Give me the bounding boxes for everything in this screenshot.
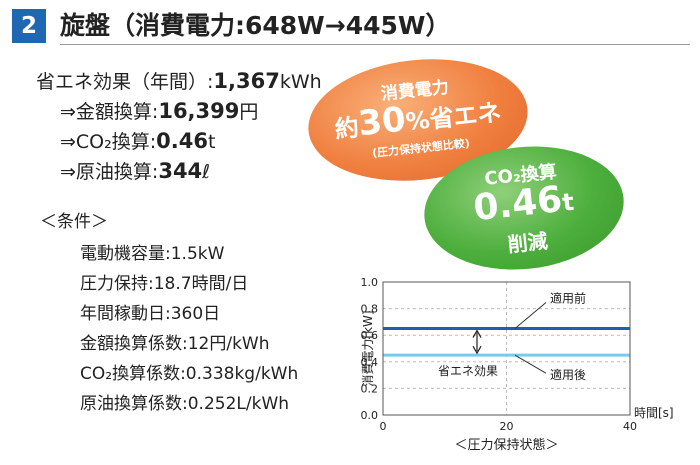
series-label-after: 適用後 <box>550 367 586 382</box>
conditions-heading: ＜条件＞ <box>40 212 108 232</box>
y-tick-label: 0.4 <box>361 356 379 369</box>
leader-line <box>514 354 547 374</box>
effect-item-label: ⇒原油換算: <box>60 161 159 183</box>
chart-grid <box>383 281 630 415</box>
y-tick-label: 1.0 <box>361 276 379 289</box>
effect-unit: kWh <box>279 71 322 93</box>
y-tick-label: 0.2 <box>361 382 379 395</box>
condition-item: 年間稼動日:360日 <box>80 304 221 324</box>
effect-item-unit: 円 <box>239 101 259 123</box>
x-tick-label: 20 <box>500 420 514 433</box>
series-label-before: 適用前 <box>550 291 586 306</box>
leader-line <box>514 302 547 329</box>
effect-item-unit: ℓ <box>202 161 211 183</box>
difference-arrow-head <box>472 345 482 355</box>
co2-badge-unit: t <box>560 187 576 217</box>
effect-label: 省エネ効果（年間）: <box>36 71 214 93</box>
chart-axes <box>382 281 631 416</box>
energy-badge-value: 30 <box>356 99 408 145</box>
power-consumption-chart: 0.0 0.2 0.4 0.6 0.8 1.0 0 20 40 適用前適用後 省エネ効果 消費電力[k… <box>350 270 695 465</box>
chart-series <box>383 327 630 357</box>
condition-item: 原油換算係数:0.252L/kWh <box>80 394 290 414</box>
section-number-badge: 2 <box>12 9 46 43</box>
energy-badge-prefix: 約 <box>333 113 361 144</box>
effect-item-cost: ⇒金額換算:16,399円 <box>60 98 258 125</box>
energy-badge-suffix: 省エネ <box>428 98 503 134</box>
x-axis-title: 時間[s] <box>634 406 674 420</box>
effect-item-unit: t <box>208 131 216 153</box>
section-header: 2 旋盤（消費電力:648W→445W） <box>8 6 692 46</box>
condition-item: CO₂換算係数:0.338kg/kWh <box>80 364 299 384</box>
y-tick-label: 0.6 <box>361 329 379 342</box>
y-axis-title: 消費電力[kW] <box>360 310 375 386</box>
plot-frame <box>382 281 631 416</box>
effect-value: 1,367 <box>213 69 280 93</box>
section-title: 旋盤（消費電力:648W→445W） <box>60 11 451 40</box>
effect-item-label: ⇒金額換算: <box>60 101 159 123</box>
effect-item-value: 16,399 <box>158 99 240 123</box>
energy-badge-unit: % <box>404 105 432 137</box>
effect-item-value: 0.46 <box>156 129 208 153</box>
chart-annotation: 省エネ効果 <box>438 363 498 378</box>
condition-item: 圧力保持:18.7時間/日 <box>80 274 249 294</box>
energy-saving-effect: 省エネ効果（年間）:1,367kWh <box>36 68 322 95</box>
y-tick-label: 0.8 <box>361 303 379 316</box>
effect-item-oil: ⇒原油換算:344ℓ <box>60 158 210 185</box>
chart-caption: ＜圧力保持状態＞ <box>454 437 558 453</box>
y-tick-label: 0.0 <box>361 409 379 422</box>
difference-arrow-head <box>472 329 482 338</box>
condition-item: 金額換算係数:12円/kWh <box>80 334 270 354</box>
effect-item-co2: ⇒CO₂換算:0.46t <box>60 128 215 155</box>
condition-item: 電動機容量:1.5kW <box>80 244 225 264</box>
co2-badge-value: 0.46 <box>471 179 565 230</box>
header-divider <box>60 44 690 45</box>
x-tick-label: 40 <box>623 420 637 433</box>
effect-item-value: 344 <box>158 159 203 183</box>
effect-item-label: ⇒CO₂換算: <box>60 131 157 153</box>
x-tick-label: 0 <box>380 420 387 433</box>
